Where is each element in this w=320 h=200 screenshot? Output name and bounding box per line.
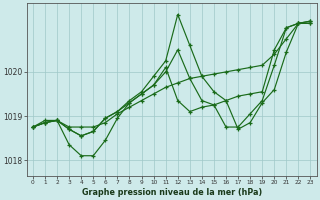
X-axis label: Graphe pression niveau de la mer (hPa): Graphe pression niveau de la mer (hPa) [82, 188, 262, 197]
